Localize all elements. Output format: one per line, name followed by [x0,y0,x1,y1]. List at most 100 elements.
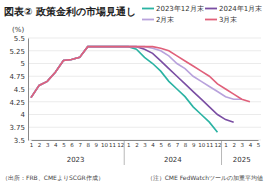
x-tick: 12 [214,140,221,148]
legend-label: 3月末 [219,16,237,24]
y-tick: 4 [21,111,28,119]
x-tick-label: 9 [95,142,99,148]
series-line [31,47,217,133]
y-tick: 4.75 [9,73,28,81]
series-line [31,47,250,102]
x-tick: 1 [30,140,34,148]
x-tick-label: 3 [143,142,147,148]
x-tick-label: 8 [184,142,188,148]
x-tick: 4 [54,140,58,148]
x-group-separator [221,140,222,165]
x-tick: 6 [168,140,172,148]
y-tick: 5.25 [9,47,28,55]
x-tick-label: 9 [192,142,196,148]
y-tick-label: 5.25 [9,47,25,55]
y-axis: 3.5 3.75 4 4.25 4.5 4.75 5 5.25 5.5 [9,35,28,145]
series-line [31,47,234,122]
x-tick: 4 [151,140,155,148]
x-tick-label: 5 [159,142,163,148]
x-tick: 2 [232,140,236,148]
legend-label: 2024年1月末 [219,5,262,13]
y-tick: 5.5 [14,35,28,43]
x-group-label: 2025 [233,156,251,164]
x-tick-label: 10 [198,142,205,148]
x-tick: 10 [101,140,108,148]
x-tick-label: 4 [249,142,253,148]
x-tick-label: 7 [176,142,180,148]
x-group-separator [124,140,125,165]
title: 図表② 政策金利の市場見通し [4,6,136,17]
x-tick-label: 1 [127,142,131,148]
y-tick: 3.75 [9,124,28,132]
y-tick: 3.5 [14,137,28,145]
x-tick: 3 [241,140,245,148]
grid [28,38,261,140]
x-tick-label: 10 [101,142,108,148]
lines [31,47,250,133]
y-tick-label: 4.75 [9,73,25,81]
x-tick-label: 12 [117,142,124,148]
x-tick: 1 [127,140,131,148]
x-tick-label: 1 [30,142,34,148]
grid-line [28,127,261,128]
x-tick: 11 [206,140,213,148]
y-axis-line [28,39,29,141]
x-tick: 10 [198,140,205,148]
y-tick: 4.5 [14,86,28,94]
x-tick: 4 [249,140,253,148]
x-tick-label: 2 [232,142,236,148]
x-tick: 8 [87,140,91,148]
x-tick-label: 2 [38,142,42,148]
grid-line [28,38,261,39]
y-tick-label: 4 [21,111,26,119]
x-tick: 5 [257,140,261,148]
x-tick-label: 5 [62,142,66,148]
legend-swatch [142,19,154,21]
note: （注）CME FedWatchツールの加重平均値 [147,174,263,182]
x-tick: 3 [143,140,147,148]
y-tick: 4.25 [9,98,28,106]
y-tick-label: 5 [21,60,25,68]
x-tick-label: 6 [70,142,74,148]
x-tick: 5 [62,140,66,148]
grid-line [28,101,261,102]
legend-label: 2月末 [156,16,174,24]
x-tick-label: 1 [224,142,228,148]
x-tick-label: 4 [54,142,58,148]
legend-swatch [142,8,154,10]
x-tick: 12 [117,140,124,148]
x-group-label: 2024 [164,156,182,164]
legend-swatch [205,19,217,21]
grid-line [28,76,261,77]
chart: 図表② 政策金利の市場見通し(%)3.53.7544.254.54.7555.2… [0,0,265,186]
grid-line [28,63,261,64]
legend-label: 2023年12月末 [156,5,204,13]
x-tick-label: 7 [78,142,82,148]
x-tick-label: 11 [109,142,116,148]
x-tick-label: 11 [206,142,213,148]
x-tick-label: 12 [214,142,221,148]
y-tick-label: 4.25 [9,98,25,106]
grid-line [28,50,261,51]
y-tick-label: 5.5 [14,35,25,43]
series-line [31,47,242,100]
x-tick: 2 [38,140,42,148]
y-tick-label: 3.75 [9,124,25,132]
x-tick: 8 [184,140,188,148]
source: （出所：FRB、CMEよりSCGR作成） [2,174,104,182]
y-tick-label: 3.5 [14,137,25,145]
x-axis-line [32,140,259,141]
x-tick-label: 4 [151,142,155,148]
x-tick-label: 8 [87,142,91,148]
x-groups: 202320242025 [67,140,251,165]
grid-line [28,114,261,115]
x-tick: 1 [224,140,228,148]
y-tick-label: 4.5 [14,86,25,94]
grid-line [28,140,261,141]
y-tick: 5 [21,60,28,68]
x-tick-label: 5 [257,142,261,148]
legend-swatch [205,8,217,10]
x-tick-label: 2 [135,142,139,148]
x-tick: 9 [95,140,99,148]
x-tick: 7 [78,140,82,148]
